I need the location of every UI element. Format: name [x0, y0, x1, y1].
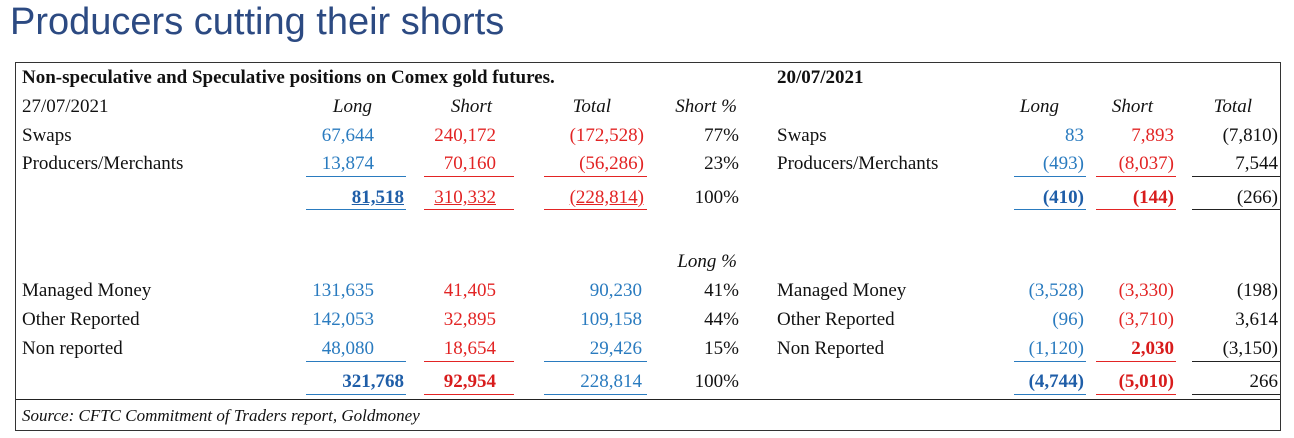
divider	[424, 176, 514, 177]
divider	[544, 176, 647, 177]
divider	[1096, 361, 1176, 362]
total-change-total: 266	[1249, 371, 1279, 392]
short-change: 2,030	[1131, 338, 1174, 359]
total-value: (56,286)	[579, 153, 644, 174]
short-change-total: (5,010)	[1118, 371, 1174, 392]
col-header-total: Total	[572, 96, 611, 117]
row-label: Managed Money	[22, 280, 152, 301]
total-total: 228,814	[580, 371, 642, 392]
row-label: Non reported	[22, 338, 123, 359]
total-value: (172,528)	[569, 125, 644, 146]
short-value: 70,160	[443, 153, 496, 174]
divider	[1014, 176, 1086, 177]
divider	[1192, 394, 1280, 395]
short-value: 18,654	[443, 338, 496, 359]
pct-value: 44%	[704, 309, 739, 330]
divider	[1014, 209, 1086, 210]
total-value: 29,426	[589, 338, 642, 359]
col-header-short: Short	[450, 96, 492, 117]
long-value: 142,053	[312, 309, 374, 330]
divider	[544, 394, 647, 395]
total-value: 109,158	[580, 309, 642, 330]
row-label: Other Reported	[22, 309, 140, 330]
divider	[1096, 209, 1176, 210]
table-heading: Non-speculative and Speculative position…	[22, 67, 555, 88]
divider	[1192, 361, 1280, 362]
pct-value: 41%	[704, 280, 739, 301]
divider	[306, 176, 406, 177]
long-change: (3,528)	[1028, 280, 1084, 301]
short-value: 32,895	[443, 309, 496, 330]
pct-value: 77%	[704, 125, 739, 146]
short-change: (3,330)	[1118, 280, 1174, 301]
short-change: (8,037)	[1118, 153, 1174, 174]
col-header-long-pct: Long %	[677, 251, 737, 272]
report-date: 27/07/2021	[22, 96, 109, 117]
col-header-long: Long	[332, 96, 372, 117]
short-change-total: (144)	[1132, 187, 1174, 208]
pct-total: 100%	[694, 187, 739, 208]
long-value: 67,644	[321, 125, 374, 146]
long-change-total: (410)	[1042, 187, 1084, 208]
row-label-right: Other Reported	[777, 309, 895, 330]
long-change: 83	[1065, 125, 1084, 146]
col-header-short-right: Short	[1111, 96, 1153, 117]
total-total: (228,814)	[569, 187, 644, 208]
divider	[306, 394, 406, 395]
divider	[1096, 394, 1176, 395]
col-header-long-right: Long	[1019, 96, 1059, 117]
row-label-right: Swaps	[777, 125, 827, 146]
divider	[1192, 209, 1280, 210]
row-label-right: Managed Money	[777, 280, 907, 301]
long-change: (96)	[1052, 309, 1084, 330]
short-change: (3,710)	[1118, 309, 1174, 330]
long-total: 81,518	[351, 187, 404, 208]
short-total: 92,954	[443, 371, 496, 392]
total-change: (7,810)	[1222, 125, 1278, 146]
row-label-right: Non Reported	[777, 338, 885, 359]
pct-total: 100%	[694, 371, 739, 392]
long-value: 13,874	[321, 153, 374, 174]
divider	[424, 394, 514, 395]
total-value: 90,230	[589, 280, 642, 301]
page-title: Producers cutting their shorts	[10, 1, 505, 43]
total-change: (3,150)	[1222, 338, 1278, 359]
short-change: 7,893	[1131, 125, 1174, 146]
pct-value: 23%	[704, 153, 739, 174]
divider	[1192, 176, 1280, 177]
pct-value: 15%	[704, 338, 739, 359]
total-change-total: (266)	[1236, 187, 1278, 208]
long-change: (1,120)	[1028, 338, 1084, 359]
divider	[424, 361, 514, 362]
long-value: 131,635	[312, 280, 374, 301]
divider	[544, 209, 647, 210]
long-change-total: (4,744)	[1028, 371, 1084, 392]
total-change: 3,614	[1235, 309, 1278, 330]
row-label: Producers/Merchants	[22, 153, 184, 174]
divider	[544, 361, 647, 362]
long-total: 321,768	[342, 371, 404, 392]
short-value: 41,405	[443, 280, 496, 301]
row-label-right: Producers/Merchants	[777, 153, 939, 174]
col-header-total-right: Total	[1213, 96, 1252, 117]
total-change: 7,544	[1235, 153, 1278, 174]
row-label: Swaps	[22, 125, 72, 146]
short-value: 240,172	[434, 125, 496, 146]
positions-table: Non-speculative and Speculative position…	[15, 62, 1281, 431]
long-change: (493)	[1042, 153, 1084, 174]
divider	[1014, 361, 1086, 362]
short-total: 310,332	[434, 187, 496, 208]
source-note: Source: CFTC Commitment of Traders repor…	[22, 406, 420, 425]
comparison-date: 20/07/2021	[777, 67, 864, 88]
divider	[1096, 176, 1176, 177]
long-value: 48,080	[321, 338, 374, 359]
divider	[1014, 394, 1086, 395]
total-change: (198)	[1236, 280, 1278, 301]
divider	[306, 361, 406, 362]
footer-divider	[16, 399, 1280, 400]
divider	[306, 209, 406, 210]
col-header-short-pct: Short %	[675, 96, 737, 117]
divider	[424, 209, 514, 210]
